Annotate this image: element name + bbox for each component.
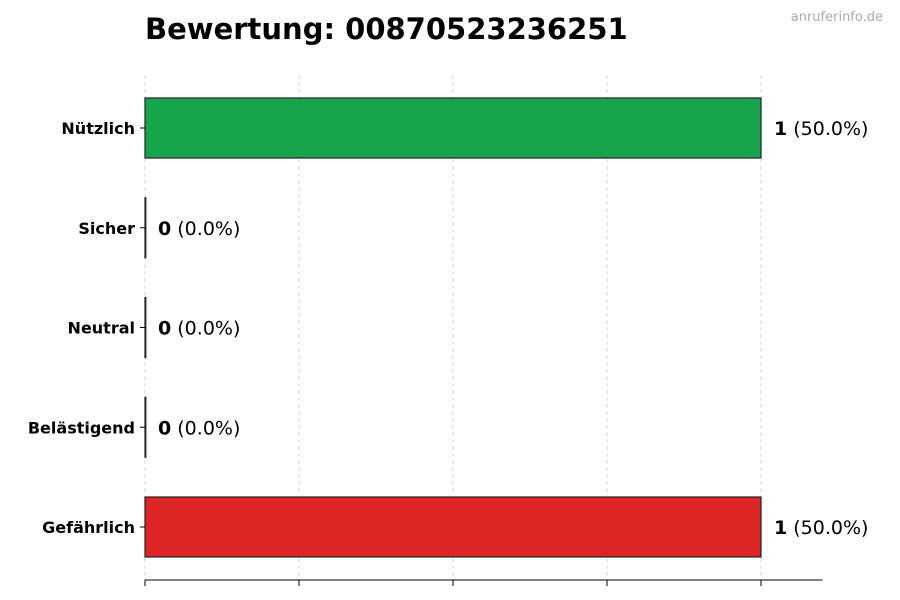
bar-0 [144, 97, 762, 159]
data-label-count: 1 [774, 118, 787, 140]
data-label: 0 (0.0%) [158, 417, 240, 439]
category-label: Sicher [78, 219, 135, 238]
data-label-percent: (0.0%) [171, 417, 240, 439]
bar-3 [144, 396, 147, 458]
bar-4 [144, 496, 762, 558]
bar-1 [144, 197, 147, 259]
bar-2 [144, 296, 147, 359]
data-label: 0 (0.0%) [158, 218, 240, 240]
data-label-percent: (50.0%) [787, 517, 868, 539]
category-label: Belästigend [28, 418, 135, 437]
watermark: anruferinfo.de [790, 10, 883, 25]
data-label-percent: (0.0%) [171, 318, 240, 340]
data-label-count: 0 [158, 417, 171, 439]
data-label-count: 0 [158, 218, 171, 240]
data-label-count: 0 [158, 318, 171, 340]
data-label: 0 (0.0%) [158, 318, 240, 340]
data-label-percent: (0.0%) [171, 218, 240, 240]
category-label: Nützlich [61, 119, 135, 138]
data-label: 1 (50.0%) [774, 118, 868, 140]
data-label: 1 (50.0%) [774, 517, 868, 539]
category-label: Neutral [68, 319, 135, 338]
data-label-percent: (50.0%) [787, 118, 868, 140]
chart-title: Bewertung: 00870523236251 [145, 12, 628, 46]
category-label: Gefährlich [42, 518, 135, 537]
data-label-count: 1 [774, 517, 787, 539]
